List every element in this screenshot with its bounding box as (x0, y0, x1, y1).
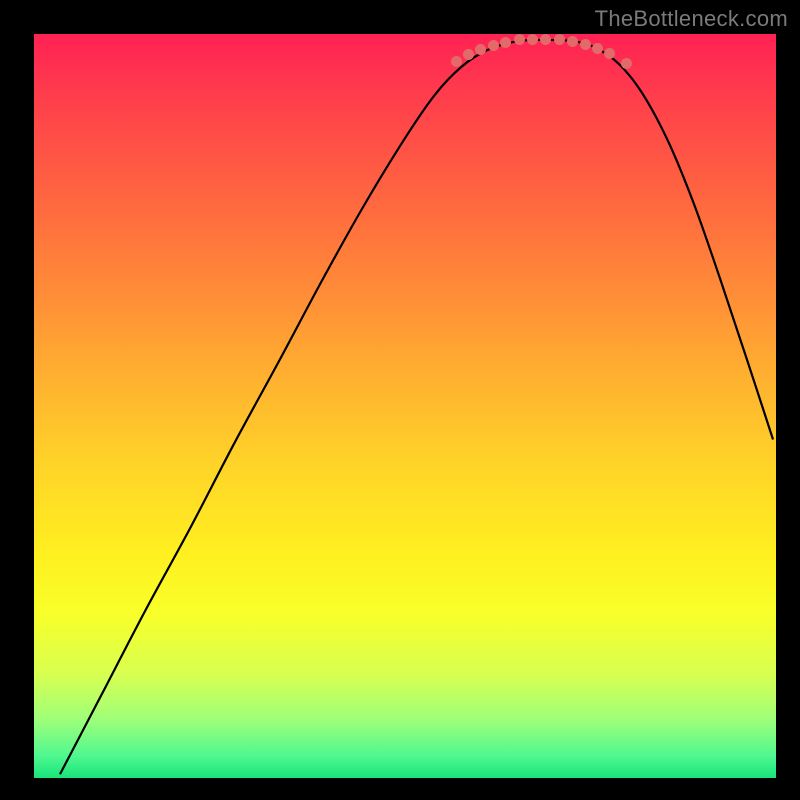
valley-marker (604, 48, 615, 59)
valley-marker (580, 39, 591, 50)
valley-marker (592, 43, 603, 54)
chart-container: TheBottleneck.com (0, 0, 800, 800)
curve-layer (34, 34, 776, 778)
valley-marker (463, 49, 474, 60)
valley-marker (527, 34, 538, 45)
attribution-text: TheBottleneck.com (595, 6, 788, 32)
valley-marker (488, 40, 499, 51)
plot-area (34, 34, 776, 778)
bottleneck-curve (60, 40, 773, 774)
valley-marker (451, 56, 462, 67)
